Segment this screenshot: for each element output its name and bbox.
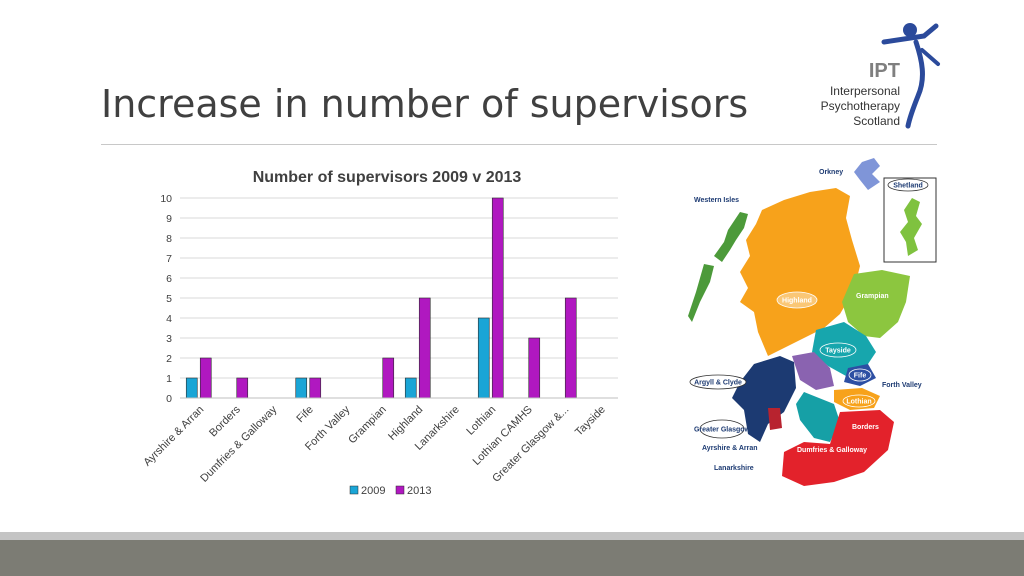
region-shetland — [900, 198, 922, 256]
chart-title: Number of supervisors 2009 v 2013 — [253, 169, 522, 186]
map-label-highland: Highland — [782, 298, 812, 305]
region-lanarkshire — [796, 392, 840, 442]
bar-2009-3 — [295, 377, 308, 399]
map-label-argyll-clyde: Argyll & Clyde — [694, 380, 742, 387]
map-label-tayside: Tayside — [825, 348, 851, 355]
region-western-isles — [714, 212, 748, 262]
legend-swatch-2009 — [349, 485, 359, 495]
y-tick-label: 7 — [166, 253, 172, 265]
map-label-forth-valley: Forth Valley — [882, 382, 922, 389]
x-tick-label: Borders — [207, 403, 243, 439]
map-label-greater-glasgow: Greater Glasgow — [694, 427, 751, 434]
person-figure-icon — [881, 23, 940, 129]
map-label-lothian: Lothian — [846, 399, 871, 406]
bar-2013-9 — [528, 337, 541, 399]
bar-2013-8 — [491, 197, 504, 399]
region-borders-dumfries — [782, 410, 894, 486]
region-highland — [740, 188, 860, 356]
map-label-fife: Fife — [854, 373, 867, 380]
y-tick-label: 9 — [166, 213, 172, 225]
y-tick-label: 8 — [166, 233, 172, 245]
region-forth-valley — [792, 352, 834, 390]
bar-2009-0 — [185, 377, 198, 399]
legend-label-2009: 2009 — [361, 485, 385, 497]
bar-2013-10 — [564, 297, 577, 399]
x-tick-label: Ayrshire & Arran — [141, 404, 206, 469]
shetland-inset — [883, 177, 937, 263]
bar-chart-svg: Number of supervisors 2009 v 2013 0 1 2 3 4 5 6… — [141, 169, 618, 497]
bar-2013-6 — [418, 297, 431, 399]
bar-chart: Number of supervisors 2009 v 2013 0 1 2 3 4 5 6… — [130, 158, 640, 508]
map-label-orkney: Orkney — [819, 169, 843, 176]
logo-abbreviation: IPT — [868, 60, 900, 82]
map-label-dumfries-galloway: Dumfries & Galloway — [797, 447, 867, 454]
bar-2013-1 — [236, 377, 249, 399]
region-grampian — [842, 270, 910, 338]
y-tick-label: 6 — [166, 273, 172, 285]
y-tick-label: 3 — [166, 333, 172, 345]
title-divider — [101, 144, 937, 145]
region-greater-glasgow — [768, 408, 782, 430]
map-label-ayrshire-arran: Ayrshire & Arran — [702, 445, 758, 452]
map-label-lanarkshire: Lanarkshire — [714, 465, 754, 472]
legend-swatch-2013 — [395, 485, 405, 495]
y-tick-label: 5 — [166, 293, 172, 305]
map-label-western-isles: Western Isles — [694, 197, 739, 204]
x-tick-label: Grampian — [346, 404, 389, 447]
y-tick-label: 0 — [166, 393, 172, 405]
map-label-borders: Borders — [852, 424, 879, 431]
bar-2013-0 — [199, 357, 212, 399]
x-tick-label: Lothian — [464, 404, 498, 438]
footer-band — [0, 540, 1024, 576]
logo-line-2: Psychotherapy — [820, 99, 900, 113]
map-label-shetland: Shetland — [893, 183, 923, 190]
bar-2013-3 — [309, 377, 322, 399]
legend-label-2013: 2013 — [407, 485, 431, 497]
x-tick-label: Tayside — [573, 404, 608, 439]
logo-line-1: Interpersonal — [829, 84, 900, 98]
region-orkney — [854, 158, 880, 190]
y-tick-label: 4 — [166, 313, 172, 325]
logo-line-3: Scotland — [853, 114, 900, 128]
ipt-logo: IPT Interpersonal Psychotherapy Scotland — [808, 20, 940, 132]
region-argyll-clyde — [732, 356, 796, 442]
y-tick-label: 10 — [160, 193, 172, 205]
footer-band-light — [0, 532, 1024, 540]
bar-2009-6 — [404, 377, 417, 399]
region-western-isles-south — [688, 264, 714, 322]
bar-2013-5 — [382, 357, 395, 399]
map-label-grampian: Grampian — [856, 293, 889, 300]
scotland-map: Orkney Shetland Western Isles Highland G… — [684, 152, 942, 492]
bar-2009-8 — [477, 317, 490, 399]
y-tick-label: 1 — [166, 373, 172, 385]
slide-title: Increase in number of supervisors — [101, 82, 749, 126]
x-tick-label: Fife — [294, 404, 315, 425]
y-tick-label: 2 — [166, 353, 172, 365]
